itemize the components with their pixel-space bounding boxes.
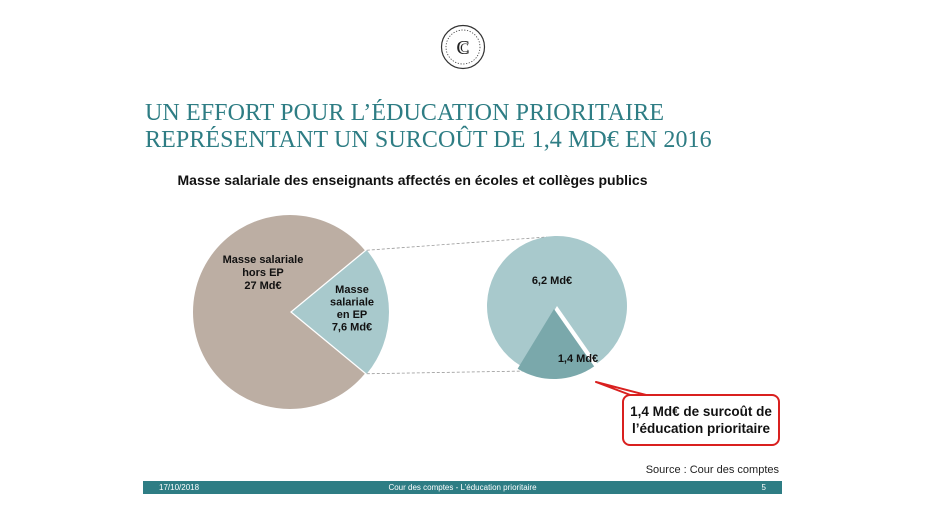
- slice-en-ep: [292, 250, 389, 374]
- slice-ep-base: [487, 236, 627, 366]
- slide-title: UN EFFORT POUR L’ÉDUCATION PRIORITAIRE R…: [145, 100, 845, 154]
- pie-chart-total: [192, 215, 389, 409]
- slide-title-line-1: UN EFFORT POUR L’ÉDUCATION PRIORITAIRE: [145, 100, 665, 126]
- chart-subtitle: Masse salariale des enseignants affectés…: [0, 172, 925, 188]
- footer-date: 17/10/2018: [159, 483, 200, 492]
- callout-pointer: [595, 381, 651, 397]
- svg-text:C: C: [456, 37, 469, 59]
- surcout-callout-text: 1,4 Md€ de surcoût de l’éducation priori…: [630, 404, 772, 436]
- label-en-ep: Masse salariale en EP 7,6 Md€: [330, 284, 374, 334]
- connector-top: [366, 236, 548, 251]
- label-6-2: 6,2 Md€: [532, 275, 572, 287]
- pie-connector-lines: [366, 236, 651, 397]
- slide-title-line-2: REPRÉSENTANT UN SURCOÛT DE 1,4 MD€ EN 20…: [145, 127, 712, 153]
- svg-text:C: C: [460, 40, 469, 55]
- footer-title: Cour des comptes - L’éducation prioritai…: [388, 483, 537, 492]
- label-1-4: 1,4 Md€: [558, 353, 598, 365]
- connector-bottom: [366, 370, 528, 375]
- chart-subtitle-text: Masse salariale des enseignants affectés…: [177, 172, 648, 188]
- surcout-callout: 1,4 Md€ de surcoût de l’éducation priori…: [622, 394, 780, 446]
- pie-labels: Masse salariale hors EP 27 Md€ Masse salaria…: [223, 254, 599, 365]
- footer-page-number: 5: [761, 483, 766, 492]
- cour-des-comptes-logo: C C: [440, 24, 486, 70]
- source-note: Source : Cour des comptes: [645, 464, 779, 476]
- footer-bar: 17/10/2018 Cour des comptes - L’éducatio…: [143, 481, 782, 494]
- pie-chart-ep-detail: [487, 236, 627, 379]
- slice-hors-ep: [192, 215, 365, 409]
- slice-surcout: [517, 309, 595, 379]
- label-hors-ep: Masse salariale hors EP 27 Md€: [223, 254, 304, 292]
